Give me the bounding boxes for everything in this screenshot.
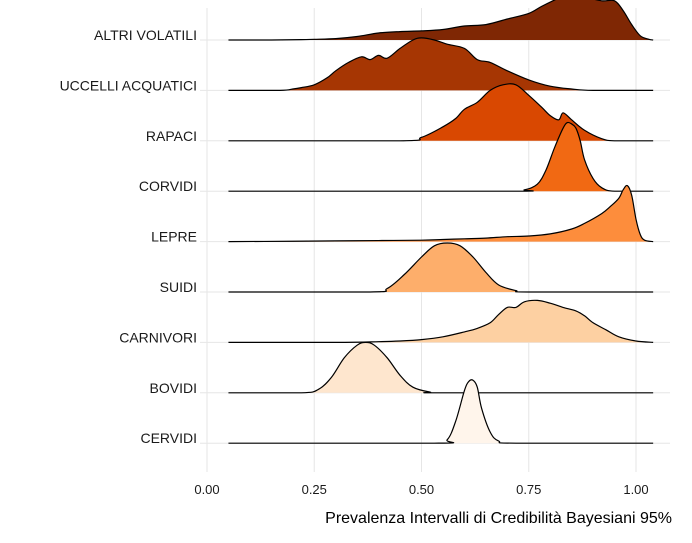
- ridge-area: [228, 83, 654, 141]
- x-tick-label: 0.50: [409, 482, 434, 497]
- ridge-outline: [228, 299, 654, 343]
- category-label: ALTRI VOLATILI: [94, 27, 197, 43]
- ridge-outline: [228, 184, 654, 243]
- ridge-outline: [228, 341, 654, 394]
- category-label: CARNIVORI: [119, 329, 197, 345]
- ridge-outline: [228, 0, 654, 41]
- category-label: CORVIDI: [139, 178, 197, 194]
- ridge-area: [228, 0, 654, 41]
- x-axis-title: Prevalenza Intervalli di Credibilità Bay…: [325, 510, 672, 527]
- ridge-outline: [228, 121, 654, 192]
- x-tick-layer: 0.00 0.25 0.50 0.75 1.00: [194, 482, 648, 497]
- x-tick-label: 1.00: [623, 482, 648, 497]
- ridge-outline: [228, 37, 654, 91]
- ridge-outline: [228, 242, 654, 293]
- ridge-area: [228, 342, 654, 393]
- ridge-cervidi: [228, 379, 654, 444]
- ridge-area: [228, 300, 654, 343]
- ridge-suidi: [228, 242, 654, 293]
- ridge-rapaci: [228, 83, 654, 142]
- category-label: LEPRE: [151, 229, 197, 245]
- ridge-uccelli-acquatici: [228, 37, 654, 91]
- ridge-corvidi: [228, 121, 654, 192]
- ridge-outline: [228, 379, 654, 444]
- category-label: RAPACI: [146, 128, 197, 144]
- ridge-altri-volatili: [228, 0, 654, 41]
- ridge-area: [228, 243, 654, 292]
- category-label-layer: ALTRI VOLATILI UCCELLI ACQUATICI RAPACI COR…: [60, 27, 197, 446]
- ridge-carnivori: [228, 299, 654, 343]
- ridge-lepre: [228, 184, 654, 243]
- ridge-area: [228, 122, 654, 192]
- category-label: CERVIDI: [140, 430, 197, 446]
- category-label: UCCELLI ACQUATICI: [60, 77, 197, 93]
- ridge-area: [228, 185, 654, 242]
- ridge-bovidi: [228, 341, 654, 394]
- x-tick-label: 0.25: [302, 482, 327, 497]
- ridge-layer: [228, 0, 654, 444]
- category-label: SUIDI: [160, 279, 197, 295]
- x-tick-label: 0.00: [194, 482, 219, 497]
- x-tick-label: 0.75: [516, 482, 541, 497]
- category-label: BOVIDI: [150, 380, 197, 396]
- ridge-area: [228, 379, 654, 444]
- ridge-area: [228, 37, 654, 91]
- ridge-outline: [228, 83, 654, 142]
